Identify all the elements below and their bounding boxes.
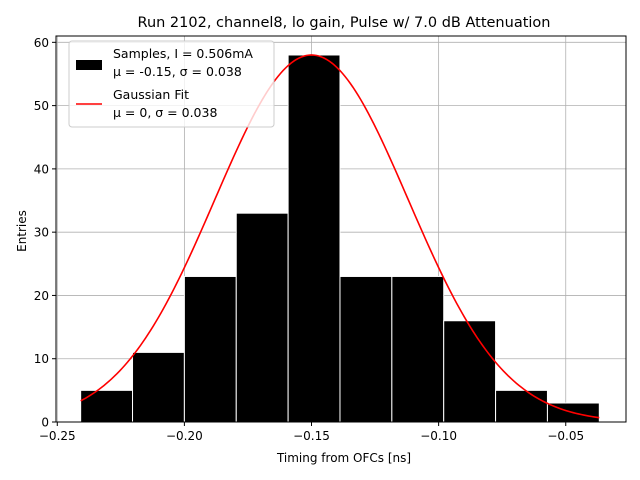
y-tick-label: 40 (34, 162, 49, 176)
plot-frame (55, 35, 627, 423)
histogram-bar (132, 351, 185, 423)
y-tick-label: 10 (34, 352, 49, 366)
y-tick-label: 30 (34, 226, 49, 240)
legend-box (68, 40, 275, 128)
y-tick-label: 60 (34, 36, 49, 50)
histogram-bar (80, 389, 134, 423)
x-axis: −0.25 −0.20 −0.15 −0.10 −0.05 (39, 422, 584, 443)
legend-label-fit-stats: μ = 0, σ = 0.038 (113, 105, 217, 120)
histogram-bar (287, 54, 341, 423)
histogram-bar (443, 320, 497, 423)
legend-label-samples-stats: μ = -0.15, σ = 0.038 (113, 64, 242, 79)
gaussian-fit-curve (80, 54, 600, 419)
legend: Samples, I = 0.506mA μ = -0.15, σ = 0.03… (68, 40, 275, 128)
x-axis-label: Timing from OFCs [ns] (276, 451, 411, 465)
legend-swatch-samples (76, 60, 102, 70)
x-tick-label: −0.25 (39, 429, 76, 443)
chart-title: Run 2102, channel8, lo gain, Pulse w/ 7.… (138, 15, 551, 31)
x-tick-label: −0.20 (166, 429, 203, 443)
histogram-bar (391, 275, 445, 423)
x-tick-label: −0.05 (547, 429, 584, 443)
fit-curve-group (80, 54, 600, 419)
histogram-bars (80, 54, 600, 423)
y-tick-label: 20 (34, 289, 49, 303)
legend-label-samples: Samples, I = 0.506mA (113, 46, 253, 61)
y-tick-label: 0 (41, 416, 49, 430)
histogram-bar (235, 212, 289, 423)
x-tick-label: −0.10 (420, 429, 457, 443)
histogram-bar (495, 389, 548, 423)
x-tick-label: −0.15 (293, 429, 330, 443)
histogram-bar (339, 275, 393, 423)
y-axis-label: Entries (15, 210, 29, 252)
legend-label-fit: Gaussian Fit (113, 87, 189, 102)
y-tick-label: 50 (34, 99, 49, 113)
y-axis: 0 10 20 30 40 50 60 (34, 36, 56, 430)
histogram-bar (183, 275, 237, 423)
